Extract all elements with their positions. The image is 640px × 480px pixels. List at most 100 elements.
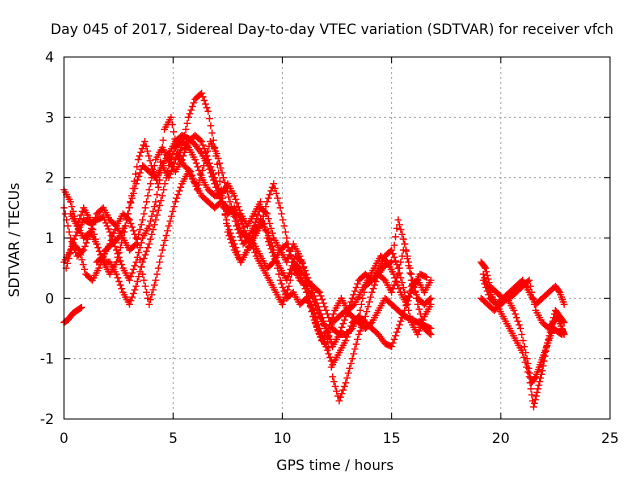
data-point (127, 273, 135, 281)
data-point (247, 238, 255, 246)
data-point (525, 276, 533, 284)
data-point (230, 212, 238, 220)
data-point (536, 378, 544, 386)
data-point (330, 310, 338, 318)
data-point (203, 104, 211, 112)
data-point (112, 258, 120, 266)
data-point (266, 241, 274, 249)
data-point (394, 281, 402, 289)
data-point (550, 314, 558, 322)
data-point (161, 236, 169, 244)
data-point (262, 203, 270, 211)
data-point (144, 244, 152, 252)
data-point (185, 166, 193, 174)
data-point (165, 162, 173, 170)
data-point (313, 305, 321, 313)
data-point (118, 285, 126, 293)
data-point (348, 355, 356, 363)
data-point (282, 290, 290, 298)
data-point (175, 187, 183, 195)
data-point (344, 369, 352, 377)
data-point (390, 253, 398, 261)
data-point (113, 235, 121, 243)
data-point (208, 166, 216, 174)
data-point (524, 359, 532, 367)
data-point (93, 240, 101, 248)
data-point (403, 255, 411, 263)
data-point (407, 270, 415, 278)
data-point (133, 163, 141, 171)
data-point (137, 239, 145, 247)
data-point (531, 374, 539, 382)
data-point (105, 225, 113, 233)
x-tick-label: 15 (383, 431, 401, 447)
data-point (132, 240, 140, 248)
x-tick-label: 10 (273, 431, 291, 447)
data-point (392, 257, 400, 265)
data-point (250, 245, 258, 253)
data-point (234, 226, 242, 234)
data-point (524, 368, 532, 376)
data-point (67, 245, 75, 253)
data-point (229, 207, 237, 215)
data-point (140, 210, 148, 218)
data-point (137, 148, 145, 156)
data-point (427, 325, 435, 332)
data-point (138, 145, 146, 153)
data-point (226, 235, 234, 243)
data-point (330, 378, 338, 386)
data-point (342, 379, 350, 387)
data-point (142, 142, 150, 150)
data-point (214, 154, 222, 162)
data-point (190, 99, 198, 107)
data-point (114, 250, 122, 258)
data-point (300, 281, 308, 289)
data-point (167, 212, 175, 220)
data-point (235, 229, 243, 237)
data-point (516, 325, 524, 332)
data-point (411, 287, 419, 295)
data-point (221, 211, 229, 219)
data-point (407, 276, 415, 284)
data-point (394, 216, 402, 224)
data-point (202, 152, 210, 160)
data-point (402, 247, 410, 255)
x-axis-label: GPS time / hours (276, 458, 393, 474)
data-point (285, 282, 293, 290)
data-point (326, 328, 334, 336)
data-point (196, 136, 204, 144)
data-point (116, 244, 124, 252)
data-point (371, 281, 379, 289)
data-point (401, 306, 409, 314)
data-point (195, 181, 203, 189)
data-point (395, 321, 403, 329)
data-point (533, 388, 541, 396)
data-point (363, 308, 371, 316)
data-point (153, 211, 161, 219)
data-point (236, 206, 244, 214)
data-point (116, 281, 124, 289)
data-point (279, 283, 287, 291)
data-point (351, 287, 359, 295)
data-point (560, 300, 568, 308)
x-tick-label: 5 (169, 431, 178, 447)
data-point (116, 257, 124, 265)
data-point (348, 294, 356, 302)
data-point (158, 192, 166, 200)
data-point (414, 300, 422, 308)
data-point (73, 222, 81, 230)
y-tick-label: 2 (45, 171, 54, 187)
data-point (145, 152, 153, 160)
data-point (275, 199, 283, 207)
data-point (72, 232, 80, 240)
data-point (482, 264, 490, 272)
data-point (285, 247, 293, 255)
data-point (482, 283, 490, 291)
data-point (276, 204, 284, 212)
data-point (207, 163, 215, 171)
data-point (481, 263, 489, 271)
data-point (346, 364, 354, 372)
data-point (280, 222, 288, 230)
data-point (263, 198, 271, 206)
data-point (367, 293, 375, 301)
